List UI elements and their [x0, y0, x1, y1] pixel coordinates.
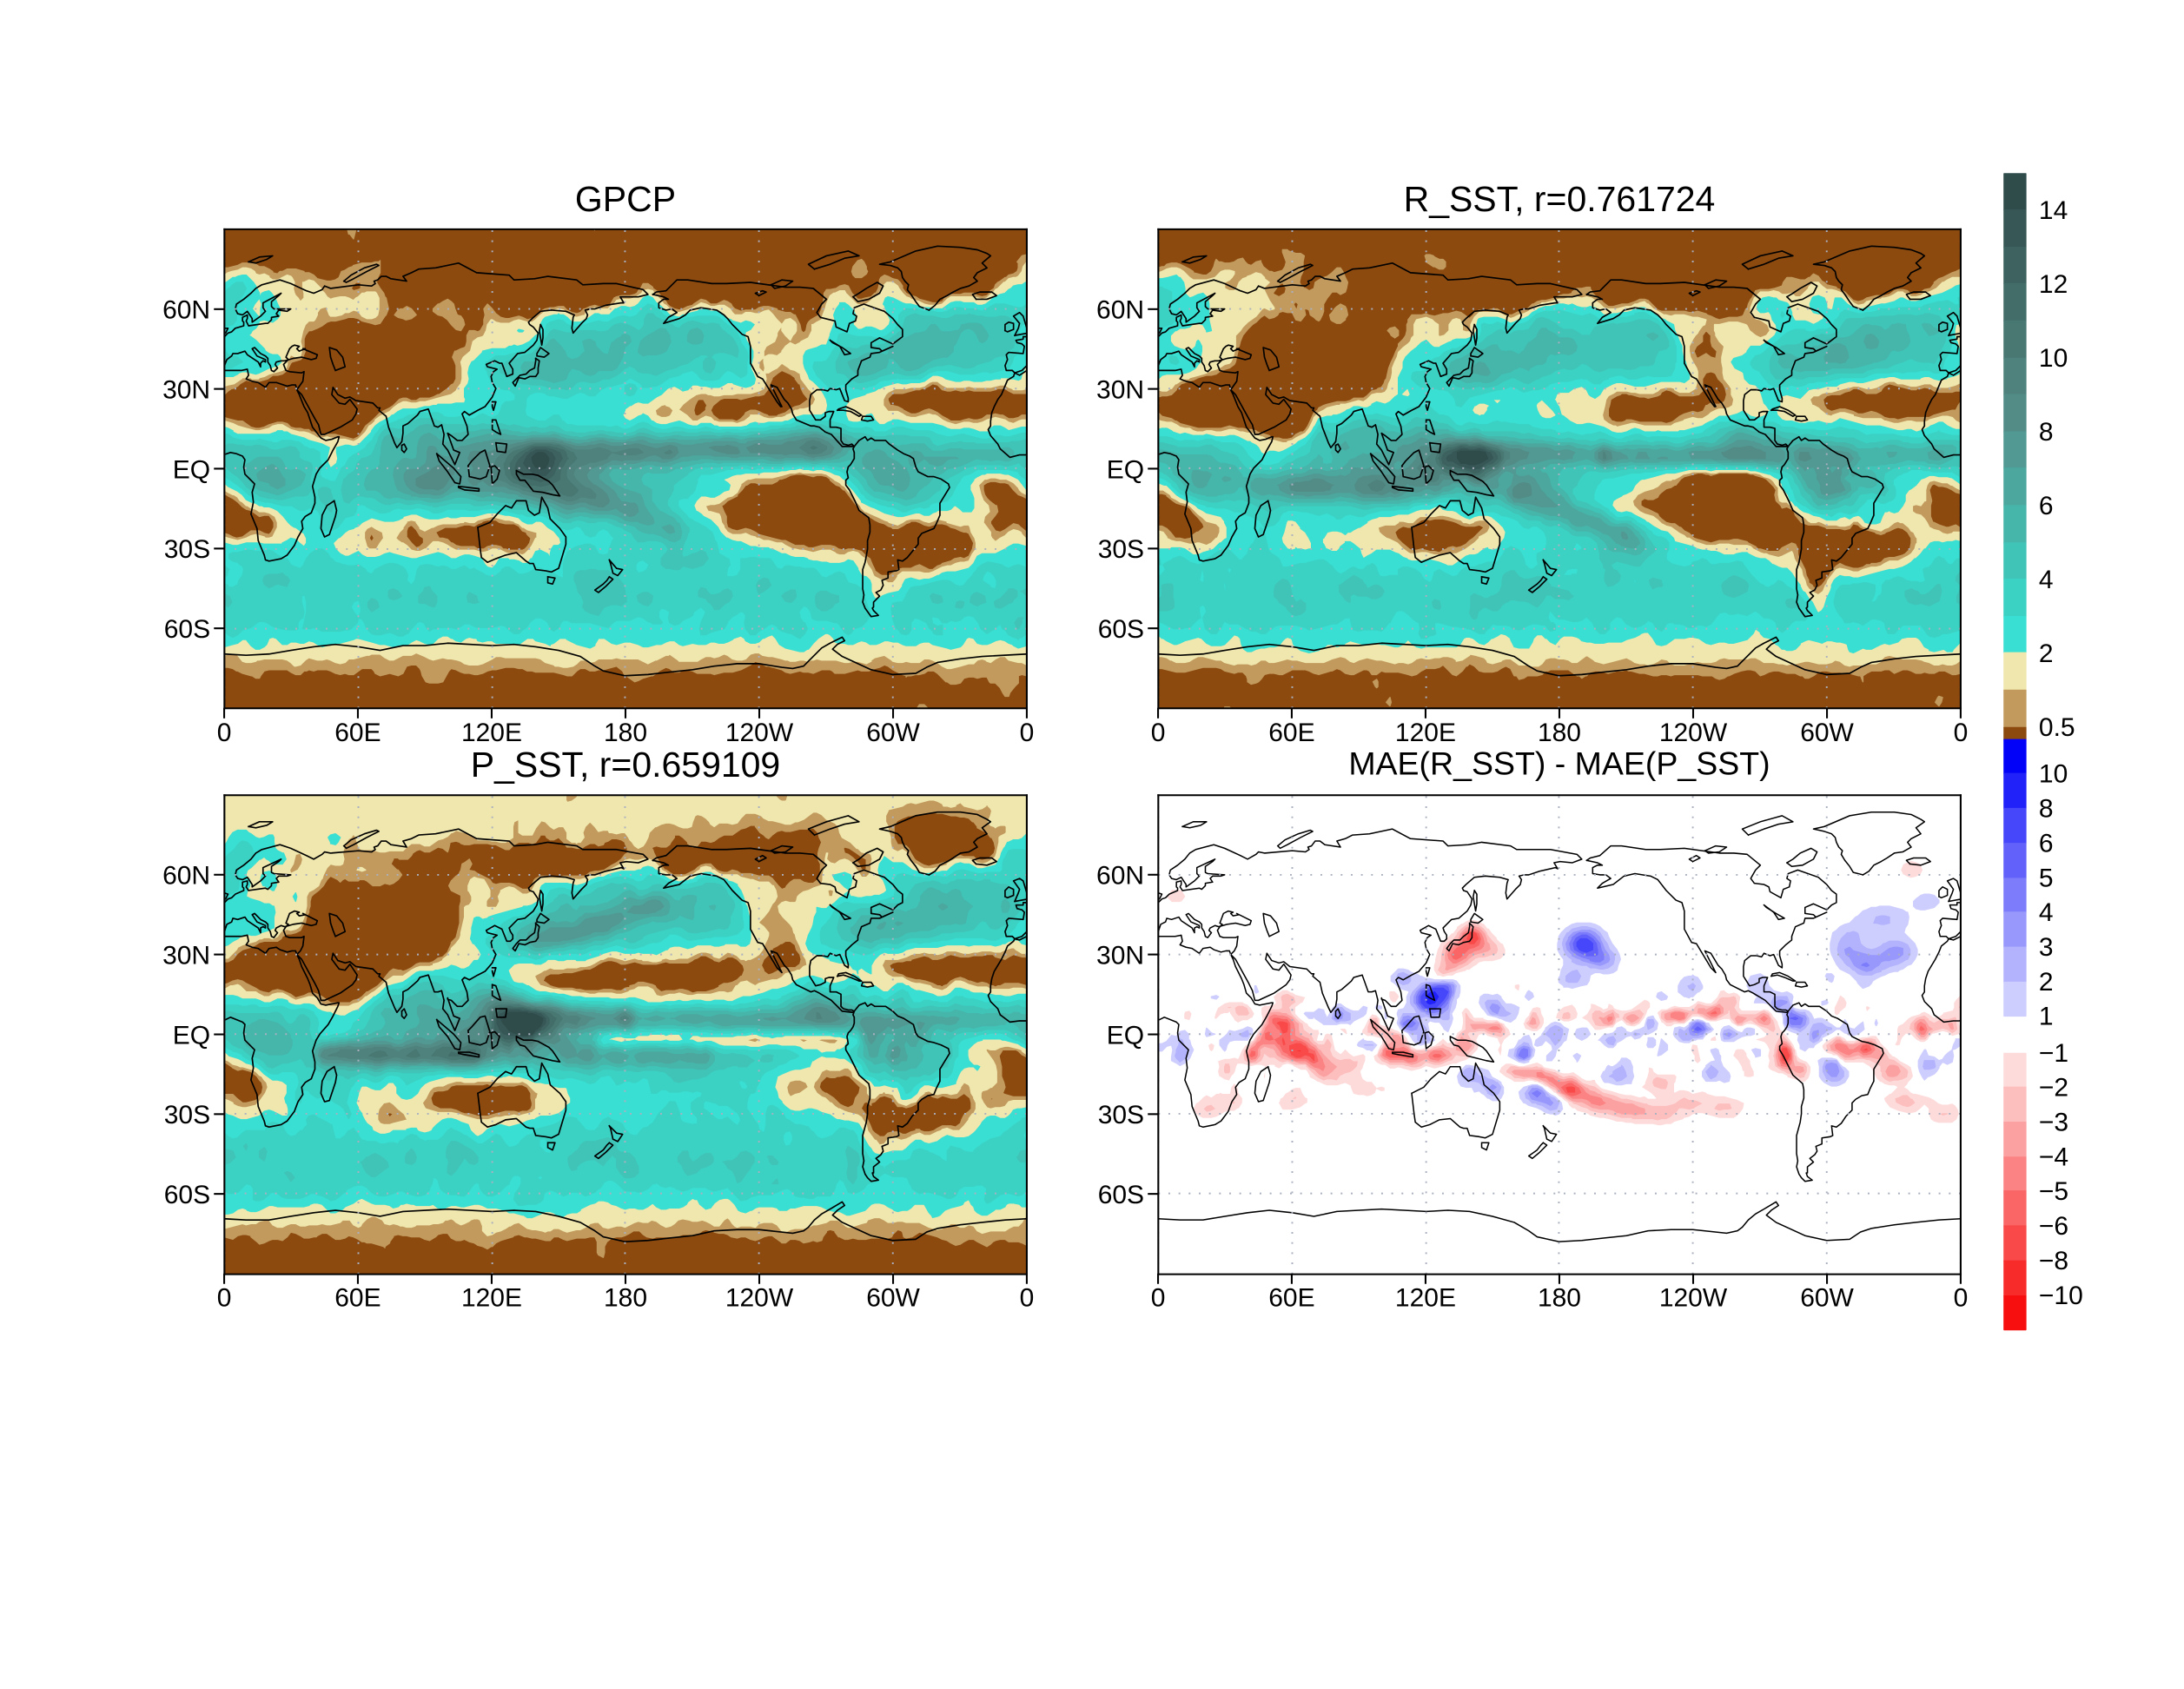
svg-text:−1: −1 — [2039, 1039, 2068, 1068]
svg-text:8: 8 — [2039, 418, 2054, 447]
svg-text:6: 6 — [2039, 492, 2054, 520]
svg-text:0: 0 — [1020, 719, 1035, 747]
svg-text:60N: 60N — [162, 862, 210, 891]
svg-text:180: 180 — [1538, 1284, 1581, 1313]
svg-text:EQ: EQ — [173, 1021, 210, 1050]
svg-text:0: 0 — [1151, 719, 1166, 747]
svg-text:60E: 60E — [1268, 719, 1314, 747]
svg-text:60E: 60E — [1268, 1284, 1314, 1313]
svg-text:30S: 30S — [164, 535, 210, 564]
svg-text:−8: −8 — [2039, 1247, 2068, 1275]
svg-text:30S: 30S — [1098, 535, 1144, 564]
svg-text:180: 180 — [604, 1284, 647, 1313]
svg-text:0: 0 — [1151, 1284, 1166, 1313]
svg-text:180: 180 — [1538, 719, 1581, 747]
svg-text:−6: −6 — [2039, 1212, 2068, 1241]
svg-text:180: 180 — [604, 719, 647, 747]
svg-text:60N: 60N — [162, 296, 210, 325]
svg-text:6: 6 — [2039, 829, 2054, 858]
svg-text:120E: 120E — [1395, 1284, 1456, 1313]
svg-text:1: 1 — [2039, 1003, 2054, 1031]
svg-text:30S: 30S — [1098, 1101, 1144, 1129]
svg-text:−5: −5 — [2039, 1177, 2068, 1206]
svg-text:60N: 60N — [1096, 296, 1144, 325]
svg-text:0: 0 — [217, 719, 232, 747]
svg-text:120W: 120W — [1659, 1284, 1728, 1313]
svg-text:8: 8 — [2039, 795, 2054, 824]
svg-text:−3: −3 — [2039, 1109, 2068, 1137]
svg-text:−10: −10 — [2039, 1282, 2083, 1310]
svg-text:60E: 60E — [334, 719, 381, 747]
svg-text:EQ: EQ — [1107, 455, 1144, 484]
svg-text:−4: −4 — [2039, 1143, 2068, 1171]
svg-text:120E: 120E — [461, 719, 522, 747]
svg-text:0: 0 — [217, 1284, 232, 1313]
svg-text:60S: 60S — [1098, 1181, 1144, 1209]
svg-text:60S: 60S — [1098, 615, 1144, 644]
svg-text:3: 3 — [2039, 933, 2054, 962]
svg-text:10: 10 — [2039, 344, 2068, 373]
svg-text:30N: 30N — [162, 942, 210, 970]
svg-text:4: 4 — [2039, 898, 2054, 927]
svg-text:30N: 30N — [1096, 375, 1144, 404]
svg-text:0: 0 — [1954, 1284, 1969, 1313]
svg-text:P_SST, r=0.659109: P_SST, r=0.659109 — [471, 745, 780, 785]
svg-text:120E: 120E — [1395, 719, 1456, 747]
svg-text:0.5: 0.5 — [2039, 713, 2075, 742]
svg-text:60E: 60E — [334, 1284, 381, 1313]
svg-text:30N: 30N — [1096, 942, 1144, 970]
svg-text:120W: 120W — [725, 1284, 794, 1313]
svg-text:0: 0 — [1954, 719, 1969, 747]
svg-text:120W: 120W — [1659, 719, 1728, 747]
svg-text:−2: −2 — [2039, 1074, 2068, 1103]
svg-text:12: 12 — [2039, 270, 2068, 299]
svg-text:0: 0 — [1020, 1284, 1035, 1313]
svg-text:4: 4 — [2039, 566, 2054, 594]
svg-text:60N: 60N — [1096, 862, 1144, 891]
svg-text:30N: 30N — [162, 375, 210, 404]
svg-text:10: 10 — [2039, 760, 2068, 789]
svg-text:60S: 60S — [164, 1181, 210, 1209]
svg-text:30S: 30S — [164, 1101, 210, 1129]
svg-text:MAE(R_SST) - MAE(P_SST): MAE(R_SST) - MAE(P_SST) — [1348, 745, 1770, 781]
svg-text:GPCP: GPCP — [575, 179, 676, 219]
svg-text:60S: 60S — [164, 615, 210, 644]
svg-text:60W: 60W — [1800, 719, 1854, 747]
svg-text:120E: 120E — [461, 1284, 522, 1313]
svg-text:R_SST, r=0.761724: R_SST, r=0.761724 — [1404, 179, 1716, 219]
svg-text:2: 2 — [2039, 639, 2054, 668]
svg-text:120W: 120W — [725, 719, 794, 747]
svg-text:EQ: EQ — [173, 455, 210, 484]
svg-text:5: 5 — [2039, 864, 2054, 892]
svg-text:14: 14 — [2039, 196, 2068, 225]
svg-text:60W: 60W — [1800, 1284, 1854, 1313]
svg-text:60W: 60W — [866, 1284, 920, 1313]
svg-text:60W: 60W — [866, 719, 920, 747]
svg-text:2: 2 — [2039, 968, 2054, 997]
svg-text:EQ: EQ — [1107, 1021, 1144, 1050]
